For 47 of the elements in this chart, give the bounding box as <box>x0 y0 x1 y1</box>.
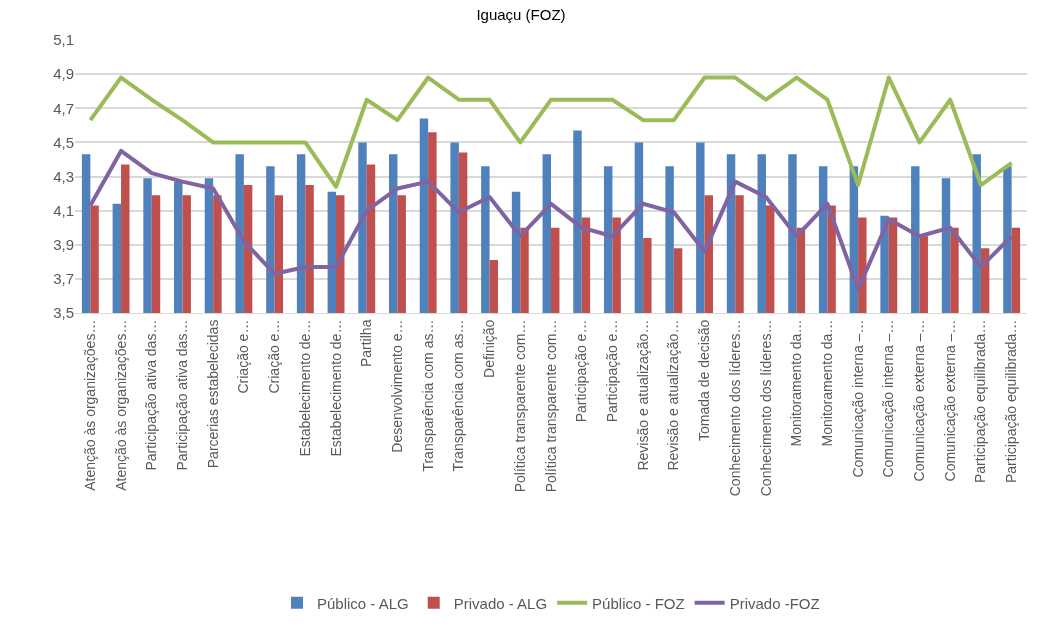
y-tick-label: 4,7 <box>53 99 74 117</box>
x-tick-label: Revisão e atualização… <box>634 319 651 471</box>
legend-label: Privado - ALG <box>453 594 548 612</box>
x-tick-label: Estabelecimento de… <box>296 319 313 457</box>
x-tick-label: Política transparente com… <box>542 319 559 493</box>
x-tick-label: Revisão e atualização… <box>665 319 682 471</box>
y-tick-label: 5,1 <box>53 31 74 49</box>
x-tick-label: Criação e… <box>266 319 283 394</box>
x-tick-label: Comunicação externa –… <box>911 319 928 482</box>
x-tick-label: Parcerias estabelecidas <box>204 319 221 469</box>
legend-label: Privado -FOZ <box>729 594 820 612</box>
x-tick-label: Transparência com as… <box>419 319 436 472</box>
x-tick-label: Atenção às organizações… <box>112 319 129 491</box>
y-tick-label: 3,7 <box>53 270 74 288</box>
y-tick-label: 3,5 <box>53 304 74 322</box>
x-tick-label: Comunicação externa –… <box>941 319 958 482</box>
x-tick-label: Monitoramento da… <box>788 319 805 447</box>
x-tick-label: Estabelecimento de… <box>327 319 344 457</box>
y-tick-label: 4,9 <box>53 65 74 83</box>
x-tick-label: Atenção às organizações… <box>81 319 98 491</box>
y-tick-label: 4,5 <box>53 133 74 151</box>
x-tick-label: Partilha <box>358 319 375 368</box>
x-tick-label: Conhecimento dos líderes… <box>726 319 743 497</box>
y-tick-label: 4,1 <box>53 201 74 219</box>
x-tick-label: Participação equilibrada… <box>972 319 989 484</box>
x-tick-label: Criação e… <box>235 319 252 394</box>
legend-label: Público - FOZ <box>592 594 685 612</box>
x-tick-label: Participação equilibrada… <box>1003 319 1020 484</box>
x-tick-label: Participação e… <box>603 319 620 423</box>
legend-label: Público - ALG <box>317 594 409 612</box>
y-tick-label: 3,9 <box>53 236 74 253</box>
x-tick-label: Transparência com as… <box>450 319 467 472</box>
y-tick-label: 4,3 <box>53 167 74 185</box>
line-series <box>88 75 1014 189</box>
x-tick-label: Participação ativa das… <box>143 319 160 471</box>
line-series <box>88 148 1014 292</box>
x-tick-label: Desenvolvimento e… <box>389 319 405 453</box>
x-tick-label: Comunicação interna –… <box>849 319 866 478</box>
x-tick-label: Conhecimento dos líderes… <box>757 319 774 497</box>
x-tick-label: Comunicação interna –… <box>880 319 897 478</box>
x-tick-label: Participação e… <box>573 319 590 423</box>
x-tick-label: Política transparente com… <box>511 319 528 493</box>
chart-title: Iguaçu (FOZ) <box>476 5 566 23</box>
x-tick-label: Participação ativa das… <box>174 319 191 471</box>
x-tick-label: Monitoramento da… <box>818 319 835 447</box>
x-tick-label: Definição <box>481 319 498 378</box>
x-tick-label: Tomada de decisão <box>696 319 713 442</box>
